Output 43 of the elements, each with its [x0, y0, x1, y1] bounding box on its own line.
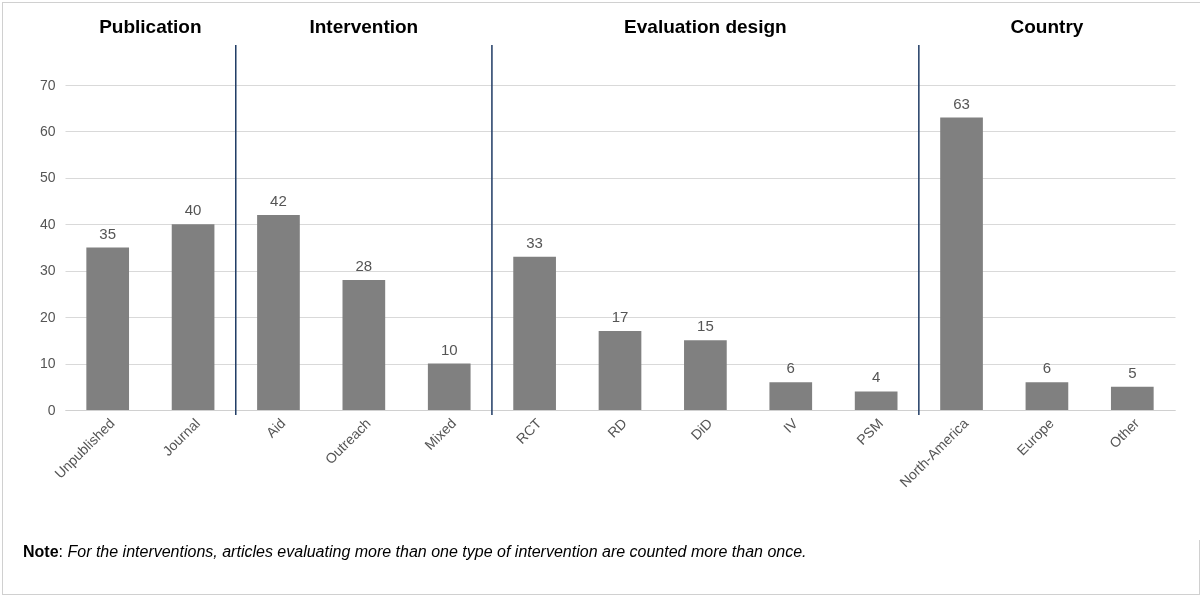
data-label: 28	[355, 257, 373, 274]
x-tick-label: Aid	[262, 415, 289, 441]
data-label: 6	[1042, 359, 1052, 377]
data-label: 42	[270, 192, 287, 209]
y-tick-label: 10	[39, 355, 56, 372]
bar	[427, 363, 471, 410]
data-label: 40	[184, 201, 202, 219]
text: Note: For the interventions, articles evaluating more than one type of intervention are counted more than once.	[23, 543, 807, 560]
data-label: 33	[526, 233, 543, 251]
data-label: 63	[953, 94, 970, 112]
bar	[684, 340, 727, 410]
x-tick-label: DiD	[687, 415, 716, 443]
text: Intervention	[309, 16, 419, 37]
y-tick-label: 70	[39, 76, 56, 93]
data-label: 35	[99, 224, 117, 242]
bar	[257, 215, 300, 410]
bar	[769, 382, 813, 410]
y-tick-label: 60	[39, 122, 56, 139]
x-tick-label: IV	[780, 414, 802, 436]
data-label: 17	[611, 308, 629, 326]
bar	[86, 247, 130, 410]
text: Publication	[99, 16, 202, 37]
y-tick-label: 20	[39, 308, 56, 325]
y-tick-label: 50	[39, 169, 56, 186]
bar	[513, 256, 556, 410]
data-label: 4	[871, 368, 881, 386]
bar	[171, 224, 215, 410]
bar	[342, 280, 386, 410]
data-label: 6	[786, 359, 795, 377]
data-label: 5	[1128, 363, 1137, 381]
bar	[1025, 382, 1069, 410]
data-label: 10	[440, 340, 458, 358]
y-tick-label: 0	[47, 401, 56, 418]
y-tick-label: 40	[39, 215, 56, 232]
y-tick-label: 30	[39, 262, 56, 279]
bar	[940, 117, 983, 410]
x-tick-label: RD	[604, 415, 630, 441]
text: Country	[1010, 16, 1084, 37]
bar	[598, 331, 642, 410]
bar	[1110, 386, 1154, 410]
bar	[854, 391, 898, 410]
data-label: 15	[697, 317, 714, 335]
text: Evaluation design	[624, 16, 787, 37]
